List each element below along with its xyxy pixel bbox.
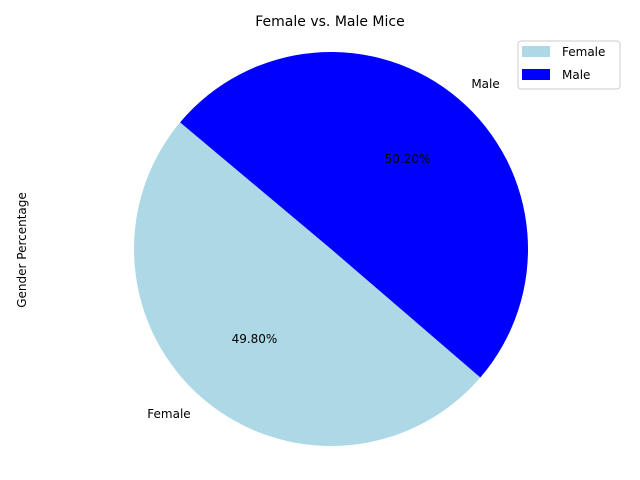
legend-entry-female: Female	[562, 45, 605, 59]
slice-label-male: Male	[471, 77, 499, 91]
pie-labels: Female 49.80% Male 50.20%	[147, 77, 499, 421]
legend: Female Male	[517, 40, 621, 90]
slice-percent-female: 49.80%	[232, 332, 278, 346]
legend-swatch-male	[522, 69, 550, 80]
legend-swatch-female	[522, 46, 550, 57]
slice-percent-male: 50.20%	[385, 152, 431, 166]
chart-title: Female vs. Male Mice	[255, 14, 404, 30]
slice-label-female: Female	[147, 407, 190, 421]
pie-slices	[134, 51, 529, 446]
pie-slice-female	[134, 122, 481, 446]
legend-entry-male: Male	[562, 68, 590, 82]
y-axis-label: Gender Percentage	[15, 192, 29, 308]
pie-slice-male	[180, 51, 529, 378]
